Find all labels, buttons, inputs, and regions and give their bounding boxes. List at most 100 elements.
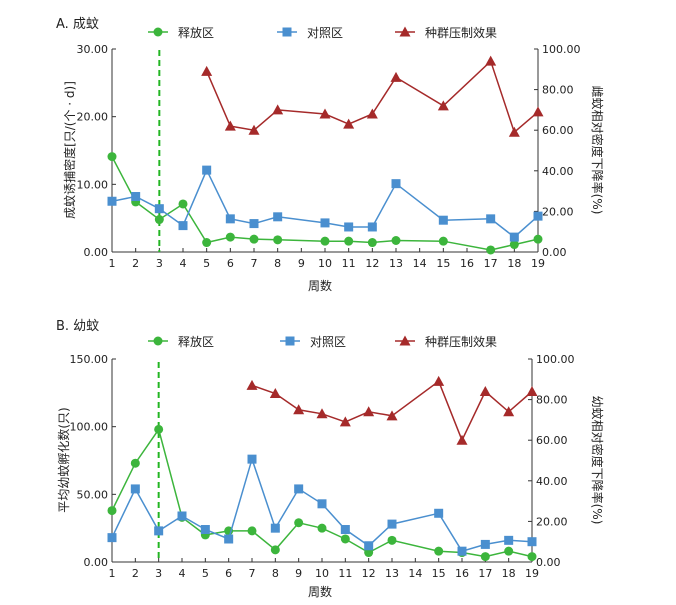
panel-b-legend-suppression-marker [399, 335, 411, 346]
panel-a-series-suppression-point [201, 65, 213, 76]
panel-a-series-control-point [367, 222, 377, 232]
panel-b-series-control-point [177, 511, 187, 521]
panel-a-series-control-point [249, 219, 259, 229]
panel-a-xtick-label: 13 [389, 257, 403, 270]
panel-b-series-suppression-point [456, 434, 468, 445]
panel-b-xtick-label: 3 [155, 567, 162, 580]
panel-b-series-control-point [317, 499, 327, 509]
panel-a-series-control-point [320, 218, 330, 228]
panel-b-xtick-label: 7 [249, 567, 256, 580]
panel-a-y2label: 雌蚊相对密度下降率(%) [590, 86, 605, 215]
panel-a-series-suppression-point [343, 118, 355, 129]
panel-a-xtick-label: 17 [484, 257, 498, 270]
panel-a-series-control-point [533, 211, 543, 221]
panel-a-y2tick-label: 20.00 [542, 205, 574, 218]
panel-b-ylabel: 平均幼蚊孵化数(只) [56, 407, 71, 512]
panel-b-series-control-point [480, 539, 490, 549]
panel-a-ytick-label: 10.00 [77, 178, 109, 191]
panel-b-legend-control-marker [285, 336, 295, 346]
panel-a-series-release-point [344, 236, 354, 246]
panel-a-ytick-label: 0.00 [84, 246, 109, 259]
panel-b-series-suppression-point [339, 416, 351, 427]
panel-a-series-release-point [509, 240, 519, 250]
panel-b-y2tick-label: 100.00 [536, 353, 575, 366]
panel-b-series-control-point [200, 525, 210, 535]
panel-a-series-release-point [438, 236, 448, 246]
panel-a-xtick-label: 4 [180, 257, 187, 270]
panel-a-series-release-point [391, 235, 401, 245]
panel-a-series-control-point [225, 214, 235, 224]
panel-a-series-control-point [107, 196, 117, 206]
panel-a-legend-suppression-marker [399, 26, 411, 37]
panel-a-series-release-point [202, 238, 212, 248]
panel-b-series-control-point [247, 454, 257, 464]
panel-a-series-suppression-point [272, 104, 284, 115]
panel-a-y2tick-label: 0.00 [542, 246, 567, 259]
panel-b-series-release-point [387, 535, 397, 545]
panel-b-series-suppression-point [433, 375, 445, 386]
panel-b-series-release-point [107, 506, 117, 516]
panel-b-series-release-point [434, 546, 444, 556]
panel-a-series-control-point [131, 192, 141, 202]
panel-b-series-suppression-point [503, 406, 515, 417]
panel-a-series-suppression-point [485, 55, 497, 66]
panel-b-xtick-label: 12 [362, 567, 376, 580]
panel-b-series-release-point [364, 548, 374, 558]
panel-a-xtick-label: 12 [365, 257, 379, 270]
panel-b-y2label: 幼蚊相对密度下降率(%) [590, 396, 605, 525]
panel-a-series-suppression-point [366, 108, 378, 119]
panel-a-ytick-label: 30.00 [77, 43, 109, 56]
panel-b-series-suppression-point [526, 385, 538, 396]
panel-b-ytick-label: 100.00 [70, 421, 109, 434]
panel-b-title: B. 幼蚊 [56, 319, 99, 334]
panel-a-xtick-label: 16 [460, 257, 474, 270]
panel-b-xtick-label: 18 [502, 567, 516, 580]
panel-b-xtick-label: 11 [338, 567, 352, 580]
panel-a-series-control-point [391, 179, 401, 189]
panel-a-series-suppression-point [532, 106, 544, 117]
panel-b-xtick-label: 15 [432, 567, 446, 580]
panel-b-y2tick-label: 0.00 [536, 556, 561, 569]
panel-a-legend-control-marker [282, 27, 292, 37]
panel-b-series-control-point [294, 484, 304, 494]
panel-b-xtick-label: 8 [272, 567, 279, 580]
panel-b-y2tick-label: 40.00 [536, 475, 568, 488]
panel-a-xtick-label: 5 [203, 257, 210, 270]
panel-b-xtick-label: 14 [408, 567, 422, 580]
panel-a-series-control-point [509, 232, 519, 242]
panel-b-series-release-point [294, 518, 304, 528]
panel-a-series-suppression-line [206, 59, 539, 134]
panel-a-xtick-label: 6 [227, 257, 234, 270]
panel-a-y2tick-label: 60.00 [542, 124, 574, 137]
panel-b-series-release-point [527, 552, 537, 562]
panel-b-series-release-point [270, 545, 280, 555]
panel-b-xtick-label: 13 [385, 567, 399, 580]
panel-b-series-suppression-point [479, 385, 491, 396]
panel-a-series-release-point [533, 234, 543, 244]
panel-a-series-release-point [320, 236, 330, 246]
panel-b-series-control-point [154, 526, 164, 536]
panel-a-series-release-line [111, 156, 539, 251]
panel-b-xtick-label: 17 [478, 567, 492, 580]
panel-a-xtick-label: 15 [436, 257, 450, 270]
panel-b-series-release-point [154, 424, 164, 434]
panel-a-legend-release-marker [153, 27, 163, 37]
panel-b-series-control-point [527, 537, 537, 547]
panel-b-series-control-point [340, 525, 350, 535]
panel-b-xtick-label: 4 [179, 567, 186, 580]
panel-a-ytick-label: 20.00 [77, 111, 109, 124]
panel-b-series-control-point [434, 508, 444, 518]
panel-b-legend-control-label: 对照区 [310, 335, 346, 349]
panel-b-ytick-label: 50.00 [77, 488, 109, 501]
panel-a-series-release-point [249, 234, 259, 244]
panel-b-series-control-point [107, 533, 117, 543]
panel-a-xtick-label: 3 [156, 257, 163, 270]
panel-b-y2tick-label: 80.00 [536, 394, 568, 407]
panel-a-series-control-point [202, 165, 212, 175]
panel-b-xtick-label: 2 [132, 567, 139, 580]
panel-b-series-control-point [504, 535, 514, 545]
panel-a-series-control-point [154, 204, 164, 214]
panel-a-ylabel: 成蚊诱捕密度[只/(个 · d)] [62, 81, 77, 219]
panel-a-xtick-label: 9 [298, 257, 305, 270]
panel-b-y2tick-label: 20.00 [536, 515, 568, 528]
